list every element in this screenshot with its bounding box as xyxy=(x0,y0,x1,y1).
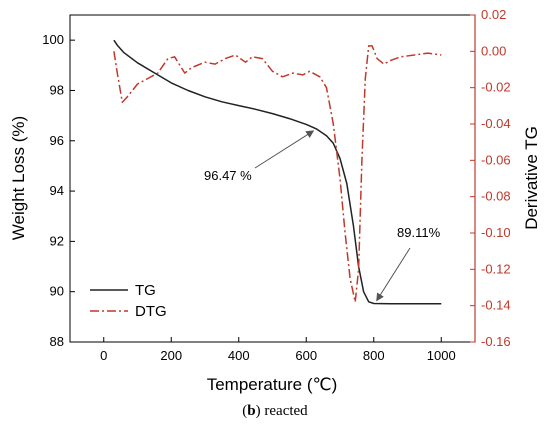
y-right-tick-label: 0.02 xyxy=(481,7,506,22)
y-left-tick-label: 96 xyxy=(50,133,64,148)
y-right-tick-label: -0.08 xyxy=(481,189,511,204)
y-left-tick-label: 98 xyxy=(50,82,64,97)
x-tick-label: 0 xyxy=(100,348,107,363)
legend: TG DTG xyxy=(90,282,167,320)
y-left-tick-label: 90 xyxy=(50,284,64,299)
y-right-tick-label: -0.12 xyxy=(481,261,511,276)
y-right-tick-label: 0.00 xyxy=(481,43,506,58)
annotation-layer: 96.47 % 89.11% xyxy=(204,130,441,302)
left-y-axis: 88 90 92 94 96 98 100 xyxy=(42,32,75,349)
caption-text: reacted xyxy=(264,403,308,419)
y-left-tick-label: 92 xyxy=(50,233,64,248)
annotation-arrow-89-11 xyxy=(376,247,411,302)
y-left-tick-label: 88 xyxy=(50,334,64,349)
y-right-tick-label: -0.06 xyxy=(481,152,511,167)
y-axis-left-label: Weight Loss (%) xyxy=(9,116,28,240)
annotation-96-47-label: 96.47 % xyxy=(204,168,252,183)
series-tg-line xyxy=(113,39,442,305)
caption-label: b xyxy=(247,403,256,419)
series-dtg-line xyxy=(113,45,442,303)
y-right-tick-label: -0.02 xyxy=(481,80,511,95)
y-right-tick-label: -0.10 xyxy=(481,225,511,240)
right-y-axis: 0.02 0.00 -0.02 -0.04 -0.06 -0.08 -0.10 -0.12 -0… xyxy=(470,7,511,349)
x-tick-label: 800 xyxy=(363,348,385,363)
x-tick-label: 200 xyxy=(160,348,182,363)
plot-frame xyxy=(69,14,476,343)
annotation-arrow-96-47 xyxy=(254,130,315,169)
y-left-tick-label: 94 xyxy=(50,183,64,198)
series-layer xyxy=(113,39,442,305)
y-right-tick-label: -0.16 xyxy=(481,334,511,349)
x-tick-label: 1000 xyxy=(427,348,456,363)
y-right-tick-label: -0.04 xyxy=(481,116,511,131)
legend-tg-label: TG xyxy=(135,282,156,299)
y-right-tick-label: -0.14 xyxy=(481,298,511,313)
x-tick-label: 400 xyxy=(228,348,250,363)
x-tick-label: 600 xyxy=(295,348,317,363)
y-left-tick-label: 100 xyxy=(42,32,64,47)
legend-dtg-label: DTG xyxy=(135,303,167,320)
annotation-89-11-label: 89.11% xyxy=(397,225,441,240)
figure-caption: (b) reacted xyxy=(242,403,308,419)
y-axis-right-label: Derivative TG xyxy=(522,126,541,230)
x-axis: 0 200 400 600 800 1000 xyxy=(100,337,456,363)
x-axis-label: Temperature (℃) xyxy=(207,375,338,394)
